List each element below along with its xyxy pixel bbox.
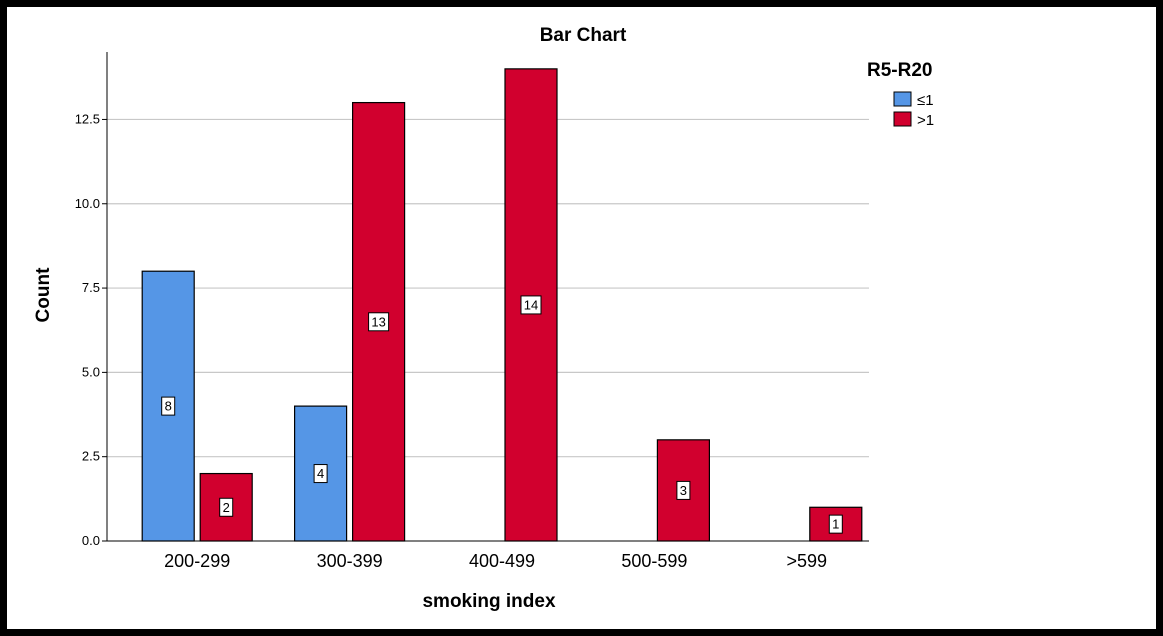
chart-frame: 8 2 4 13 14 3 1 0.0 2.5 5.0 7.5 10.0 12.5 200-299 300… (7, 7, 1156, 629)
y-axis-title: Count (33, 267, 54, 323)
legend: R5-R20 ≤1 >1 (867, 60, 934, 129)
data-label: 1 (832, 517, 839, 532)
x-axis-title: smoking index (422, 591, 555, 612)
y-tick-label: 0.0 (82, 533, 100, 548)
legend-title: R5-R20 (867, 60, 932, 81)
bar-chart: 8 2 4 13 14 3 1 0.0 2.5 5.0 7.5 10.0 12.5 200-299 300… (33, 25, 934, 612)
y-tick-label: 7.5 (82, 280, 100, 295)
y-tick-label: 10.0 (75, 196, 100, 211)
x-tick-label: >599 (787, 551, 828, 571)
data-label: 4 (317, 466, 324, 481)
data-label-box (313, 464, 328, 484)
x-tick-label: 500-599 (621, 551, 687, 571)
legend-label: >1 (917, 112, 934, 129)
y-tick-label: 12.5 (75, 111, 100, 126)
data-label-box (828, 514, 843, 534)
x-tick-label: 200-299 (164, 551, 230, 571)
gridlines (107, 118, 869, 458)
y-tick-label: 2.5 (82, 449, 100, 464)
legend-label: ≤1 (917, 92, 934, 109)
data-label-box (219, 497, 234, 517)
legend-swatch (893, 91, 912, 107)
data-label: 2 (223, 500, 230, 515)
data-label-box (368, 312, 390, 332)
x-tick-label: 400-499 (469, 551, 535, 571)
chart-title: Bar Chart (540, 25, 627, 46)
legend-swatch (893, 111, 912, 127)
data-label: 14 (524, 297, 538, 312)
x-tick-label: 300-399 (317, 551, 383, 571)
data-label: 8 (165, 399, 172, 414)
bars: 8 2 4 13 14 3 1 (141, 68, 863, 542)
data-label: 3 (680, 483, 687, 498)
data-label-box (676, 480, 691, 500)
axes: 0.0 2.5 5.0 7.5 10.0 12.5 200-299 300-399 400-49… (75, 52, 869, 571)
data-label-box (520, 295, 542, 315)
y-tick-label: 5.0 (82, 364, 100, 379)
data-label: 13 (371, 314, 385, 329)
data-label-box (161, 396, 176, 416)
